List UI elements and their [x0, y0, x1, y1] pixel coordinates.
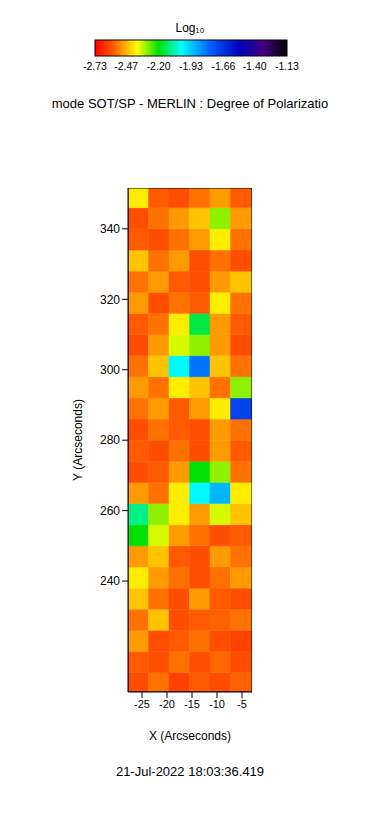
svg-text:-1.40: -1.40 [243, 60, 267, 72]
svg-text:-25: -25 [134, 698, 150, 710]
svg-text:-2.20: -2.20 [147, 60, 171, 72]
svg-text:-10: -10 [209, 698, 225, 710]
svg-text:300: 300 [100, 363, 120, 377]
svg-text:260: 260 [100, 504, 120, 518]
svg-text:240: 240 [100, 574, 120, 588]
svg-text:-5: -5 [237, 698, 247, 710]
svg-text:-1.13: -1.13 [275, 60, 299, 72]
svg-text:280: 280 [100, 433, 120, 447]
svg-text:Log₁₀: Log₁₀ [175, 21, 204, 35]
svg-text:320: 320 [100, 293, 120, 307]
svg-text:-1.93: -1.93 [179, 60, 203, 72]
svg-text:Y (Arcseconds): Y (Arcseconds) [71, 399, 85, 481]
svg-text:21-Jul-2022 18:03:36.419: 21-Jul-2022 18:03:36.419 [116, 764, 264, 779]
svg-text:340: 340 [100, 222, 120, 236]
svg-text:-1.66: -1.66 [211, 60, 235, 72]
svg-text:-20: -20 [159, 698, 175, 710]
svg-text:-2.47: -2.47 [114, 60, 138, 72]
svg-text:-15: -15 [184, 698, 200, 710]
svg-text:mode SOT/SP - MERLIN : Degree: mode SOT/SP - MERLIN : Degree of Polariz… [52, 96, 328, 111]
svg-text:X (Arcseconds): X (Arcseconds) [149, 729, 231, 743]
svg-text:-2.73: -2.73 [83, 60, 107, 72]
